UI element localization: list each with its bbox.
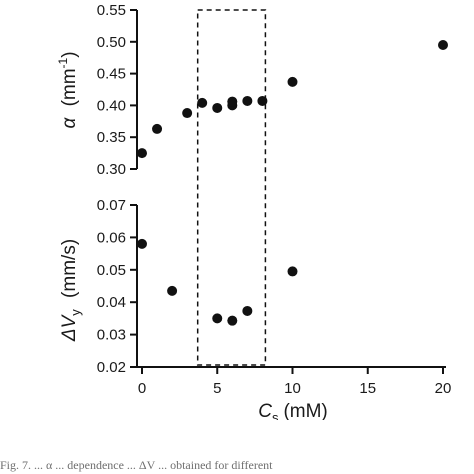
top-data-point: [242, 95, 253, 106]
x-ticks: 0 5 10 15 20: [138, 367, 452, 397]
highlight-box: [196, 9, 267, 366]
bottom-y-ticks: 0.02 0.03 0.04 0.05 0.06 0.07: [97, 197, 137, 376]
x-axis-subscript: s: [272, 410, 279, 420]
bottom-data-points: [137, 238, 298, 326]
bottom-y-tick-label: 0.07: [97, 197, 126, 214]
top-y-tick-label: 0.55: [97, 2, 126, 19]
bottom-y-axis-label: ΔVy (mm/s): [59, 239, 85, 342]
bottom-data-point: [287, 266, 298, 277]
bottom-data-point: [227, 315, 238, 326]
top-data-point: [438, 39, 448, 50]
x-tick-label: 15: [359, 380, 376, 397]
top-y-tick-label: 0.40: [97, 97, 126, 114]
top-panel: 0.30 0.35 0.40 0.45 0.50 0.55 α (mm-1): [56, 2, 448, 178]
top-y-tick-label: 0.30: [97, 161, 126, 178]
top-y-ticks: 0.30 0.35 0.40 0.45 0.50 0.55: [97, 2, 137, 178]
bottom-panel: 0.02 0.03 0.04 0.05 0.06 0.07 ΔVy (mm/s): [59, 197, 446, 376]
figure-caption: Fig. 7. ... α ... dependence ... ΔV ... …: [0, 458, 273, 472]
top-data-points: [137, 39, 448, 159]
top-data-point: [227, 96, 238, 107]
bottom-data-point: [137, 238, 147, 249]
bottom-y-tick-label: 0.06: [97, 229, 126, 246]
bottom-data-point: [167, 285, 178, 296]
bottom-data-point: [212, 313, 223, 324]
x-axis-unit: (mM): [283, 401, 327, 420]
bottom-y-axis-symbol: ΔV: [59, 313, 80, 342]
x-axis-symbol: C: [258, 401, 272, 420]
top-data-point: [182, 108, 193, 119]
x-tick-label: 5: [213, 380, 221, 397]
top-y-tick-label: 0.35: [97, 129, 126, 146]
top-y-axis-label: α (mm-1): [56, 51, 80, 128]
bottom-y-tick-label: 0.04: [97, 294, 126, 311]
x-tick-label: 10: [284, 380, 301, 397]
bottom-data-point: [242, 305, 253, 316]
x-tick-label: 0: [138, 380, 146, 397]
bottom-y-tick-label: 0.03: [97, 327, 126, 344]
top-y-tick-label: 0.50: [97, 34, 126, 51]
x-axis-label: Cs (mM): [258, 401, 328, 420]
top-y-axis-unit: (mm: [59, 68, 80, 106]
bottom-y-axis-unit: (mm/s): [59, 239, 80, 298]
top-data-point: [287, 76, 298, 87]
top-y-tick-label: 0.45: [97, 66, 126, 83]
top-data-point: [212, 102, 223, 113]
bottom-y-tick-label: 0.05: [97, 262, 126, 279]
top-y-axis-symbol: α: [59, 117, 80, 129]
x-tick-label: 20: [435, 380, 452, 397]
chart-figure: 0.300.350.400.450.500.55 α (mm-1) 0.020.…: [56, 2, 452, 420]
bottom-y-axis-subscript: y: [68, 309, 83, 316]
top-data-point: [197, 97, 208, 108]
top-data-point: [137, 148, 147, 159]
top-data-point: [152, 123, 163, 134]
top-y-axis-exponent: -1: [56, 57, 70, 68]
top-y-axis-close: ): [59, 51, 80, 57]
bottom-y-tick-label: 0.02: [97, 359, 126, 376]
